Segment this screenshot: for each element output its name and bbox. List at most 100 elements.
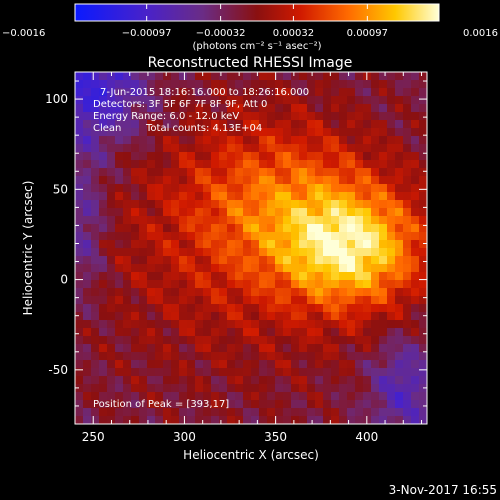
y-axis-label: Heliocentric Y (arcsec)	[21, 181, 35, 316]
heatmap-cell	[307, 152, 316, 161]
heatmap-cell	[187, 344, 196, 353]
heatmap-cell	[179, 264, 188, 273]
heatmap-cell	[259, 176, 268, 185]
heatmap-cell	[259, 128, 268, 137]
heatmap-cell	[211, 128, 220, 137]
heatmap-cell	[299, 72, 308, 81]
heatmap-cell	[211, 384, 220, 393]
heatmap-cell	[99, 176, 108, 185]
heatmap-cell	[315, 232, 324, 241]
heatmap-cell	[331, 168, 340, 177]
heatmap-cell	[331, 376, 340, 385]
heatmap-cell	[299, 392, 308, 401]
heatmap-cell	[195, 152, 204, 161]
heatmap-cell	[227, 264, 236, 273]
heatmap-cell	[219, 400, 228, 409]
heatmap-cell	[251, 168, 260, 177]
heatmap-cell	[155, 88, 164, 97]
heatmap-cell	[243, 320, 252, 329]
heatmap-cell	[315, 152, 324, 161]
heatmap-cell	[275, 360, 284, 369]
heatmap-cell	[227, 216, 236, 225]
heatmap-cell	[291, 400, 300, 409]
heatmap-cell	[91, 336, 100, 345]
heatmap-cell	[243, 200, 252, 209]
heatmap-cell	[107, 248, 116, 257]
heatmap-cell	[251, 328, 260, 337]
heatmap-cell	[115, 288, 124, 297]
heatmap-cell	[211, 352, 220, 361]
heatmap-cell	[307, 312, 316, 321]
heatmap-cell	[123, 168, 132, 177]
heatmap-cell	[387, 208, 396, 217]
heatmap-cell	[227, 160, 236, 169]
heatmap-cell	[347, 352, 356, 361]
heatmap-cell	[91, 176, 100, 185]
heatmap-cell	[171, 400, 180, 409]
heatmap-cell	[99, 80, 108, 89]
heatmap-cell	[235, 168, 244, 177]
heatmap-cell	[203, 192, 212, 201]
heatmap-cell	[187, 376, 196, 385]
heatmap-cell	[283, 160, 292, 169]
heatmap-cell	[323, 336, 332, 345]
heatmap-cell	[387, 192, 396, 201]
heatmap-cell	[419, 200, 427, 209]
heatmap-cell	[171, 120, 180, 129]
heatmap-cell	[139, 304, 148, 313]
heatmap-cell	[211, 408, 220, 417]
heatmap-cell	[267, 312, 276, 321]
heatmap-cell	[203, 168, 212, 177]
heatmap-cell	[267, 264, 276, 273]
heatmap-cell	[339, 104, 348, 113]
heatmap-cell	[115, 336, 124, 345]
heatmap-cell	[339, 312, 348, 321]
heatmap-cell	[355, 352, 364, 361]
heatmap-cell	[243, 104, 252, 113]
heatmap-cell	[371, 408, 380, 417]
heatmap-cell	[107, 136, 116, 145]
y-tick-label: 100	[45, 92, 68, 106]
heatmap-cell	[187, 408, 196, 417]
heatmap-cell	[403, 200, 412, 209]
heatmap-cell	[283, 152, 292, 161]
heatmap-cell	[187, 104, 196, 113]
annotation-counts: Total counts: 4.13E+04	[145, 123, 262, 134]
heatmap-cell	[371, 344, 380, 353]
heatmap-cell	[331, 72, 340, 81]
heatmap-cell	[275, 408, 284, 417]
heatmap-cell	[275, 352, 284, 361]
heatmap-cell	[155, 320, 164, 329]
heatmap-cell	[403, 248, 412, 257]
heatmap-cell	[363, 160, 372, 169]
heatmap-cell	[107, 168, 116, 177]
heatmap-cell	[75, 328, 84, 337]
heatmap-cell	[187, 368, 196, 377]
heatmap-cell	[147, 264, 156, 273]
heatmap-cell	[395, 152, 404, 161]
heatmap-cell	[379, 360, 388, 369]
heatmap-cell	[419, 192, 427, 201]
heatmap-cell	[267, 296, 276, 305]
heatmap-cell	[259, 320, 268, 329]
heatmap-cell	[259, 256, 268, 265]
heatmap-cell	[123, 152, 132, 161]
heatmap-cell	[211, 336, 220, 345]
heatmap-cell	[91, 88, 100, 97]
heatmap-cell	[363, 368, 372, 377]
heatmap-cell	[331, 216, 340, 225]
heatmap-cell	[395, 296, 404, 305]
heatmap-cell	[107, 232, 116, 241]
heatmap-cell	[379, 176, 388, 185]
heatmap-cell	[171, 232, 180, 241]
heatmap-cell	[315, 400, 324, 409]
heatmap-cell	[195, 296, 204, 305]
heatmap-cell	[363, 360, 372, 369]
heatmap-cell	[131, 144, 140, 153]
heatmap-cell	[419, 208, 427, 217]
heatmap-cell	[371, 288, 380, 297]
heatmap-cell	[371, 88, 380, 97]
heatmap-cell	[315, 360, 324, 369]
heatmap-cell	[235, 72, 244, 81]
heatmap-cell	[203, 408, 212, 417]
